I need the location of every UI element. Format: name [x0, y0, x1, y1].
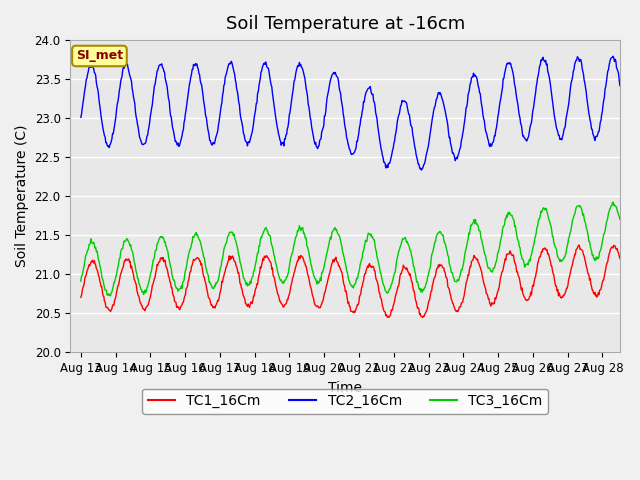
Legend: TC1_16Cm, TC2_16Cm, TC3_16Cm: TC1_16Cm, TC2_16Cm, TC3_16Cm — [142, 389, 548, 414]
Text: SI_met: SI_met — [76, 49, 123, 62]
Title: Soil Temperature at -16cm: Soil Temperature at -16cm — [225, 15, 465, 33]
X-axis label: Time: Time — [328, 381, 362, 395]
Y-axis label: Soil Temperature (C): Soil Temperature (C) — [15, 125, 29, 267]
